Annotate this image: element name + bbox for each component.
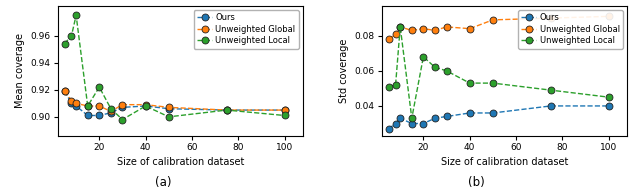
Unweighted Global xyxy=(142,103,150,106)
Unweighted Local xyxy=(431,66,439,68)
Unweighted Global xyxy=(396,26,404,28)
Y-axis label: Mean coverage: Mean coverage xyxy=(15,33,25,108)
Ours xyxy=(223,109,230,111)
Ours xyxy=(420,122,428,125)
Line: Unweighted Local: Unweighted Local xyxy=(385,23,612,122)
Ours xyxy=(443,115,451,118)
Unweighted Local xyxy=(420,56,428,58)
Ours xyxy=(61,90,68,92)
Unweighted Local xyxy=(396,26,404,28)
Legend: Ours, Unweighted Global, Unweighted Local: Ours, Unweighted Global, Unweighted Loca… xyxy=(518,10,623,49)
Ours xyxy=(118,106,126,108)
Unweighted Local xyxy=(84,105,92,107)
Unweighted Global xyxy=(107,110,115,113)
Unweighted Global xyxy=(408,29,415,32)
Ours xyxy=(396,117,404,119)
Unweighted Global xyxy=(72,102,80,104)
Unweighted Local xyxy=(466,82,474,84)
Unweighted Global xyxy=(68,100,76,102)
Ours xyxy=(107,112,115,114)
Unweighted Local xyxy=(68,35,76,37)
Line: Unweighted Global: Unweighted Global xyxy=(61,88,288,115)
Ours xyxy=(385,128,392,130)
Unweighted Local xyxy=(107,107,115,110)
Unweighted Global xyxy=(223,109,230,111)
Line: Ours: Ours xyxy=(61,88,288,119)
Unweighted Global xyxy=(281,109,289,111)
Unweighted Global xyxy=(84,105,92,107)
Unweighted Global xyxy=(61,90,68,92)
Ours xyxy=(431,117,439,119)
Ours xyxy=(489,112,497,114)
Unweighted Global xyxy=(385,38,392,40)
Unweighted Local xyxy=(142,105,150,107)
Unweighted Local xyxy=(72,14,80,16)
Legend: Ours, Unweighted Global, Unweighted Local: Ours, Unweighted Global, Unweighted Loca… xyxy=(194,10,299,49)
Ours xyxy=(68,102,76,104)
Line: Unweighted Local: Unweighted Local xyxy=(61,12,288,123)
X-axis label: Size of calibration dataset: Size of calibration dataset xyxy=(116,157,244,167)
Unweighted Local xyxy=(118,118,126,121)
Unweighted Global xyxy=(605,15,612,17)
Unweighted Local xyxy=(547,89,555,91)
Text: (b): (b) xyxy=(468,176,485,189)
Text: (a): (a) xyxy=(155,176,172,189)
Unweighted Global xyxy=(466,28,474,30)
Line: Unweighted Global: Unweighted Global xyxy=(385,13,612,43)
Unweighted Local xyxy=(385,85,392,88)
Unweighted Local xyxy=(165,116,173,118)
Line: Ours: Ours xyxy=(385,102,612,132)
Ours xyxy=(408,122,415,125)
Unweighted Global xyxy=(489,19,497,21)
Unweighted Local xyxy=(223,109,230,111)
Ours xyxy=(142,105,150,107)
Unweighted Global xyxy=(431,29,439,32)
Y-axis label: Std coverage: Std coverage xyxy=(339,39,349,103)
Unweighted Global xyxy=(165,106,173,108)
Unweighted Global xyxy=(95,105,103,107)
Unweighted Local xyxy=(605,96,612,98)
Ours xyxy=(466,112,474,114)
X-axis label: Size of calibration dataset: Size of calibration dataset xyxy=(441,157,568,167)
Unweighted Local xyxy=(61,42,68,45)
Ours xyxy=(392,122,399,125)
Unweighted Local xyxy=(408,117,415,119)
Unweighted Global xyxy=(443,26,451,28)
Unweighted Local xyxy=(95,86,103,88)
Ours xyxy=(605,105,612,107)
Ours xyxy=(72,105,80,107)
Unweighted Local xyxy=(443,70,451,72)
Ours xyxy=(281,109,289,111)
Unweighted Global xyxy=(118,103,126,106)
Ours xyxy=(95,114,103,117)
Unweighted Local xyxy=(489,82,497,84)
Unweighted Local xyxy=(392,84,399,86)
Ours xyxy=(165,107,173,110)
Unweighted Global xyxy=(547,17,555,19)
Ours xyxy=(84,114,92,117)
Ours xyxy=(547,105,555,107)
Unweighted Global xyxy=(420,28,428,30)
Unweighted Global xyxy=(392,33,399,35)
Unweighted Local xyxy=(281,114,289,117)
